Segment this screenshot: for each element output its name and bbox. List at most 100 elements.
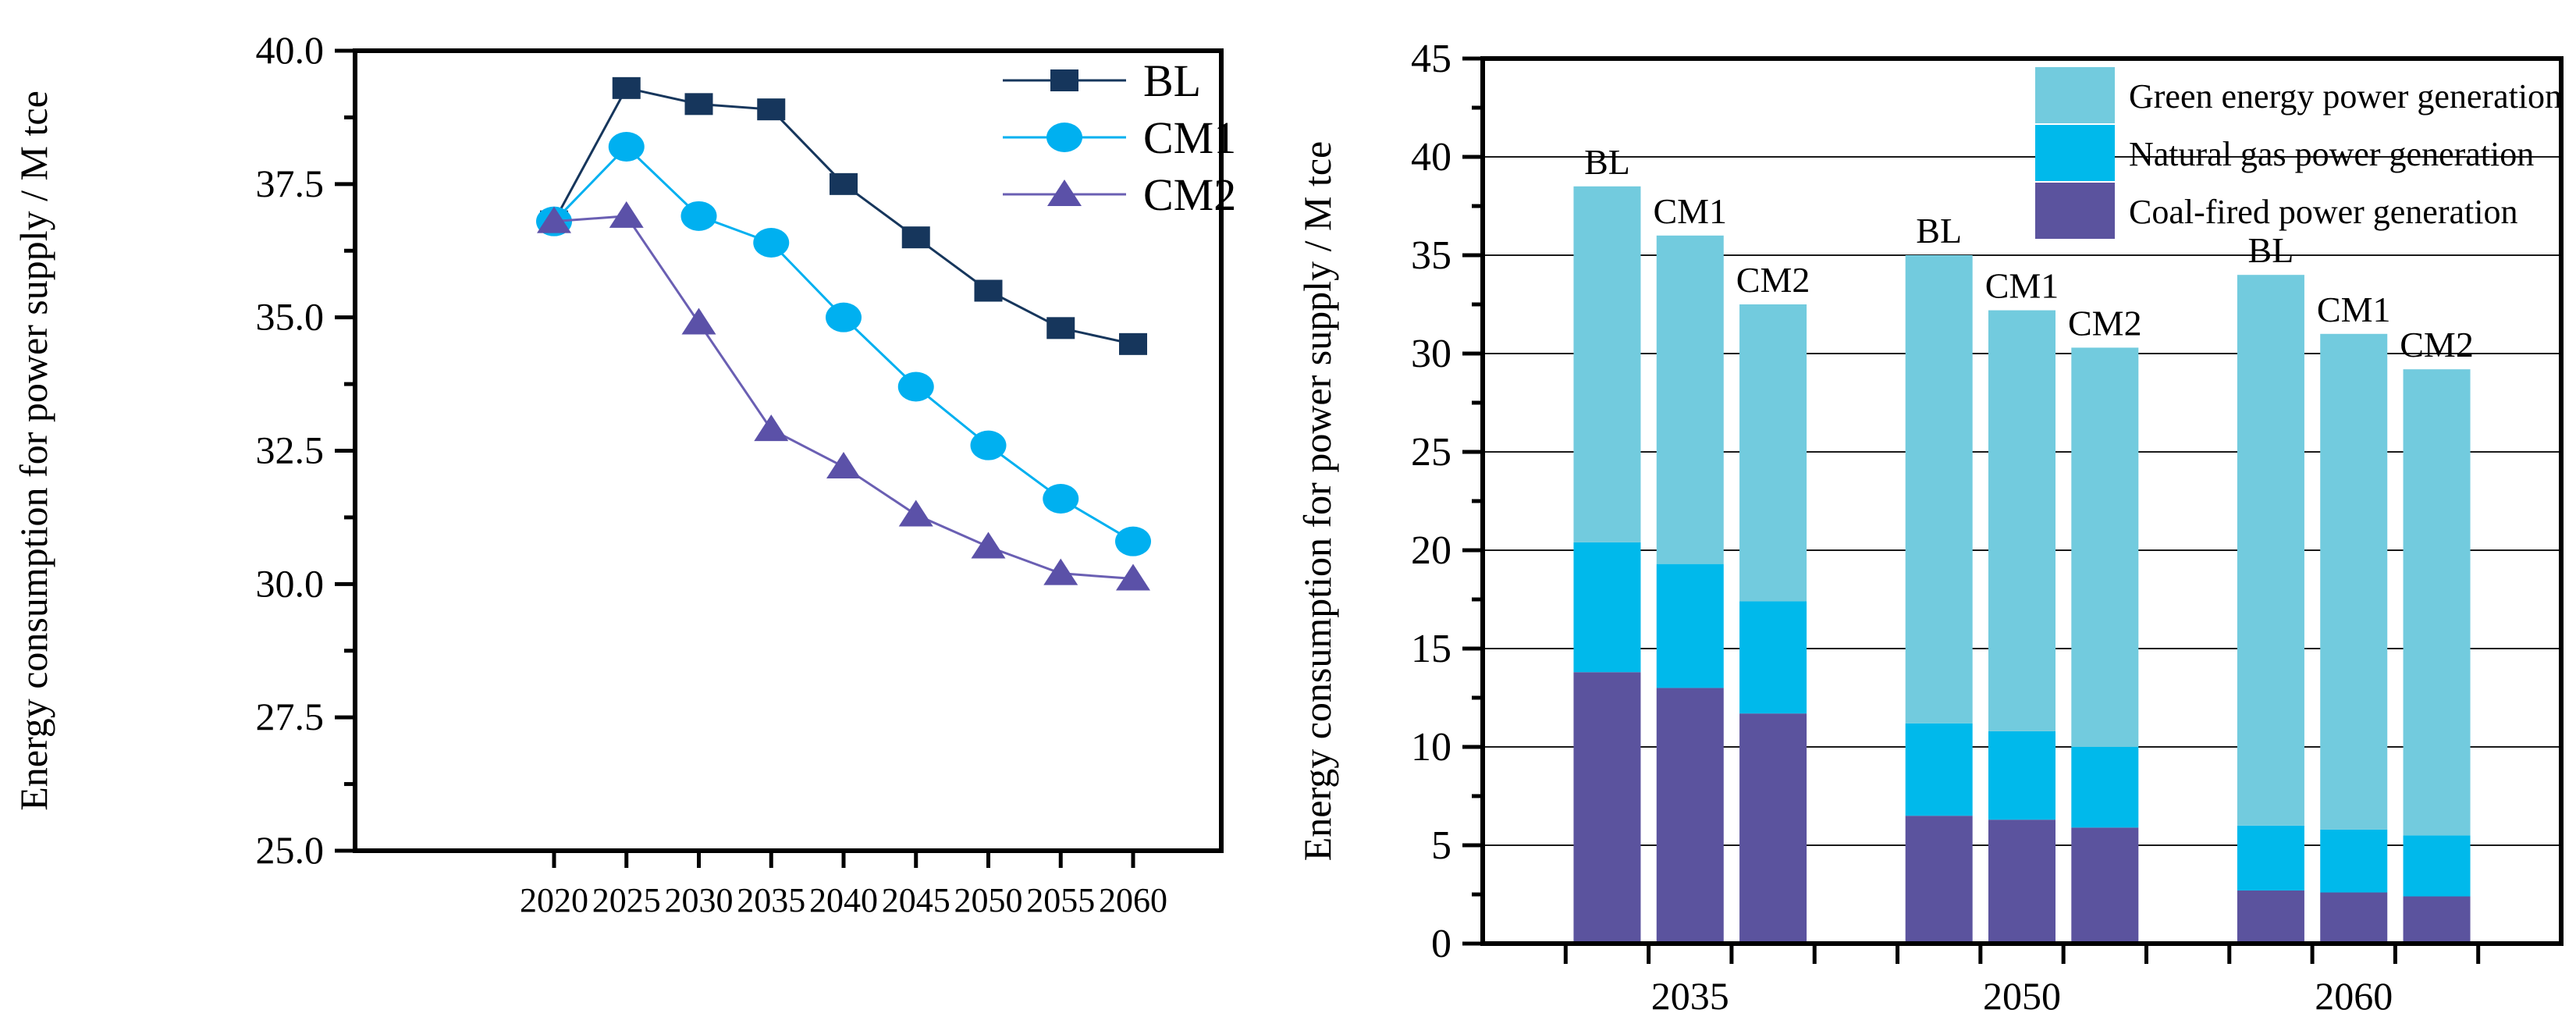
bar-2050-cm2-coal-fired bbox=[2071, 827, 2139, 944]
bar-2050-bl-green bbox=[1905, 255, 1973, 723]
series-marker-cm2 bbox=[1043, 558, 1078, 585]
series-marker-bl bbox=[974, 279, 1003, 302]
left-x-tick-label: 2045 bbox=[882, 881, 950, 919]
series-marker-cm2 bbox=[1116, 563, 1150, 591]
right-y-tick-label: 40 bbox=[1411, 135, 1451, 180]
bar-2050-cm2-green bbox=[2071, 347, 2139, 747]
legend-marker-bl bbox=[1050, 69, 1078, 91]
left-x-tick-label: 2020 bbox=[520, 881, 588, 919]
bar-2060-cm2-coal-fired bbox=[2403, 896, 2471, 944]
bar-2035-bl-natural bbox=[1573, 542, 1641, 673]
bar-2060-cm1-green bbox=[2320, 333, 2388, 830]
left-x-tick-label: 2050 bbox=[954, 881, 1023, 919]
bar-2050-cm1-green bbox=[1988, 310, 2055, 731]
bar-2050-bl-natural bbox=[1905, 723, 1973, 816]
left-x-tick-label: 2035 bbox=[737, 881, 805, 919]
left-y-tick-label: 35.0 bbox=[256, 295, 325, 339]
bar-2060-cm2-natural bbox=[2403, 835, 2471, 897]
left-y-tick-label: 40.0 bbox=[256, 28, 325, 72]
legend-swatch-natural bbox=[2035, 125, 2115, 181]
left-x-tick-label: 2025 bbox=[592, 881, 661, 919]
bar-2060-cm2-green bbox=[2403, 369, 2471, 836]
series-marker-cm1 bbox=[897, 372, 934, 402]
bar-2035-cm2-natural bbox=[1739, 601, 1807, 714]
right-y-tick-label: 45 bbox=[1411, 37, 1451, 81]
series-marker-cm2 bbox=[971, 531, 1006, 559]
bar-2050-cm2-natural bbox=[2071, 747, 2139, 828]
bar-2060-cm1-coal-fired bbox=[2320, 892, 2388, 944]
series-marker-cm2 bbox=[826, 452, 861, 478]
right-y-tick-label: 25 bbox=[1411, 430, 1451, 475]
bar-2035-cm1-green bbox=[1656, 235, 1724, 564]
series-marker-cm1 bbox=[1043, 484, 1079, 514]
series-marker-bl bbox=[757, 98, 786, 121]
left-plot-frame bbox=[353, 48, 1224, 853]
bar-2035-cm2-green bbox=[1739, 304, 1807, 602]
series-line-cm1 bbox=[553, 144, 1134, 542]
bar-2060-bl-natural bbox=[2237, 825, 2304, 891]
series-marker-cm1 bbox=[1115, 526, 1151, 556]
left-y-tick-label: 37.5 bbox=[256, 162, 325, 205]
left-y-tick-label: 30.0 bbox=[256, 561, 325, 605]
bar-2035-cm2-coal-fired bbox=[1739, 713, 1807, 944]
series-marker-cm1 bbox=[826, 302, 862, 332]
series-marker-bl bbox=[901, 226, 930, 249]
legend-label-green: Green energy power generation bbox=[2129, 77, 2562, 116]
bar-2050-cm1-natural bbox=[1988, 731, 2055, 820]
bar-2050-bl-coal-fired bbox=[1905, 816, 1973, 944]
legend-label-bl: BL bbox=[1143, 55, 1201, 106]
series-marker-bl bbox=[1046, 317, 1075, 340]
right-y-tick-label: 35 bbox=[1411, 233, 1451, 278]
series-marker-cm2 bbox=[754, 414, 789, 442]
left-x-tick-label: 2060 bbox=[1099, 881, 1167, 919]
series-marker-cm1 bbox=[970, 430, 1007, 460]
right-stacked-bar-chart: 051015202530354045BLCM1CM22035BLCM1CM220… bbox=[1295, 37, 2564, 1018]
bar-label-2050-cm2: CM2 bbox=[2068, 303, 2142, 343]
right-y-tick-label: 30 bbox=[1411, 332, 1451, 376]
legend-marker-cm2 bbox=[1047, 180, 1082, 206]
left-line-chart: 25.0 27.5 30.0 32.5 35.0 37.5 40.0 2020 2025 2030… bbox=[12, 28, 1236, 919]
left-x-tick-label: 2030 bbox=[665, 881, 734, 919]
bar-2035-cm1-coal-fired bbox=[1656, 688, 1724, 944]
left-x-tick-label: 2040 bbox=[809, 881, 878, 919]
series-marker-bl bbox=[612, 76, 641, 99]
right-y-tick-label: 15 bbox=[1411, 627, 1451, 671]
bar-2035-cm1-natural bbox=[1656, 563, 1724, 688]
bar-label-2035-cm1: CM1 bbox=[1653, 191, 1727, 231]
right-y-tick-label: 0 bbox=[1431, 922, 1451, 966]
series-marker-cm2 bbox=[681, 308, 716, 335]
legend-label-cm2: CM2 bbox=[1143, 169, 1236, 220]
series-marker-bl bbox=[684, 93, 713, 116]
legend-marker-cm1 bbox=[1046, 123, 1082, 152]
series-marker-cm1 bbox=[753, 228, 790, 258]
series-marker-cm1 bbox=[680, 201, 717, 231]
series-line-cm2 bbox=[553, 215, 1134, 580]
series-marker-cm1 bbox=[608, 132, 645, 162]
legend-label-coal-fired: Coal-fired power generation bbox=[2129, 193, 2517, 231]
right-y-tick-label: 10 bbox=[1411, 725, 1451, 770]
legend-label-cm1: CM1 bbox=[1143, 112, 1236, 163]
series-marker-cm2 bbox=[898, 500, 933, 527]
right-x-group-label: 2035 bbox=[1651, 974, 1729, 1018]
left-y-axis-title: Energy consumption for power supply / M … bbox=[12, 91, 55, 811]
series-marker-bl bbox=[1119, 332, 1147, 355]
bar-2050-cm1-coal-fired bbox=[1988, 819, 2055, 944]
bar-2060-cm1-natural bbox=[2320, 829, 2388, 893]
right-y-axis-title: Energy consumption for power supply / M … bbox=[1295, 141, 1339, 862]
bar-label-2035-bl: BL bbox=[1584, 142, 1630, 182]
right-y-tick-label: 20 bbox=[1411, 528, 1451, 573]
series-marker-cm2 bbox=[537, 206, 571, 233]
legend-label-natural: Natural gas power generation bbox=[2129, 135, 2534, 173]
legend-swatch-green bbox=[2035, 67, 2115, 123]
bar-2060-bl-green bbox=[2237, 275, 2304, 826]
bar-2035-bl-coal-fired bbox=[1573, 672, 1641, 944]
right-x-group-label: 2050 bbox=[1983, 974, 2061, 1018]
bar-label-2050-cm1: CM1 bbox=[1985, 266, 2059, 306]
series-marker-bl bbox=[830, 172, 858, 195]
bar-label-2035-cm2: CM2 bbox=[1736, 260, 1810, 300]
left-x-tick-label: 2055 bbox=[1026, 881, 1095, 919]
bar-label-2060-cm2: CM2 bbox=[2400, 325, 2474, 364]
bar-2035-bl-green bbox=[1573, 186, 1641, 542]
right-x-group-label: 2060 bbox=[2315, 974, 2393, 1018]
